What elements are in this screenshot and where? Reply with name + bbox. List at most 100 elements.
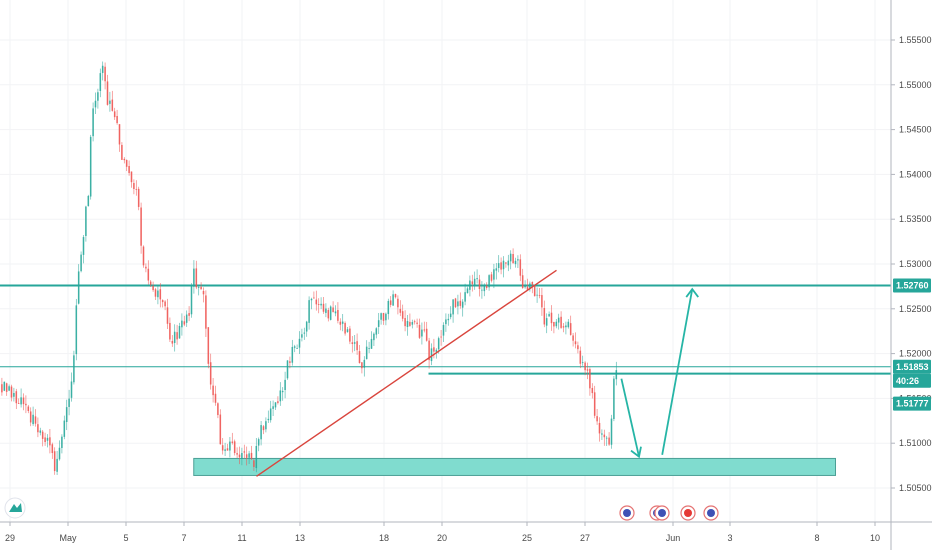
candle-body bbox=[500, 262, 502, 270]
candle-body bbox=[497, 263, 500, 269]
candle-body bbox=[135, 189, 138, 190]
candle-body bbox=[185, 314, 188, 323]
candle-body bbox=[193, 268, 195, 287]
candle-body bbox=[205, 295, 207, 329]
candle-body bbox=[17, 403, 20, 404]
candle-body bbox=[308, 300, 310, 323]
candle-body bbox=[243, 451, 246, 453]
candle-body bbox=[401, 311, 404, 319]
candle-body bbox=[250, 452, 253, 459]
candle-body bbox=[183, 321, 186, 325]
candle-body bbox=[610, 418, 613, 445]
candle-body bbox=[51, 444, 54, 454]
candle-body bbox=[555, 321, 558, 327]
projection-arrow-down[interactable] bbox=[620, 378, 640, 457]
candle-body bbox=[34, 416, 37, 424]
x-tick-label: 18 bbox=[379, 533, 389, 543]
candle-body bbox=[82, 237, 85, 255]
support-zone[interactable] bbox=[193, 457, 836, 476]
candle-body bbox=[363, 359, 366, 368]
candle-body bbox=[125, 159, 128, 167]
candle-body bbox=[377, 320, 380, 327]
x-tick-label: 5 bbox=[123, 533, 128, 543]
candle-body bbox=[596, 416, 598, 422]
candle-body bbox=[531, 282, 534, 285]
candle-body bbox=[173, 331, 176, 343]
candle-body bbox=[269, 408, 272, 421]
candle-body bbox=[157, 290, 159, 298]
candle-body bbox=[221, 445, 224, 451]
candle-body bbox=[421, 329, 423, 337]
candle-body bbox=[68, 398, 70, 407]
candle-body bbox=[152, 286, 154, 291]
candle-body bbox=[87, 195, 90, 207]
candle-body bbox=[373, 333, 375, 341]
candle-body bbox=[75, 305, 78, 355]
trendline[interactable] bbox=[256, 269, 557, 477]
candle-body bbox=[169, 322, 171, 340]
x-tick-label: 7 bbox=[181, 533, 186, 543]
candle-body bbox=[267, 418, 270, 421]
candle-body bbox=[296, 348, 298, 349]
candle-body bbox=[334, 311, 337, 314]
candle-body bbox=[212, 385, 214, 396]
event-markers bbox=[4, 497, 719, 521]
candle-body bbox=[536, 294, 538, 296]
candle-body bbox=[488, 275, 490, 288]
candle-body bbox=[572, 335, 574, 341]
marked-level-badge: 1.51777 bbox=[896, 399, 929, 409]
candle-body bbox=[341, 321, 344, 324]
candle-body bbox=[260, 425, 262, 440]
candle-body bbox=[257, 439, 260, 446]
current-price-badge: 1.51853 bbox=[896, 362, 929, 372]
candle-body bbox=[248, 453, 250, 458]
candle-body bbox=[229, 441, 231, 451]
candle-body bbox=[502, 260, 505, 270]
candle-body bbox=[507, 260, 510, 266]
candle-body bbox=[39, 430, 42, 433]
candle-body bbox=[310, 298, 313, 301]
candle-body bbox=[176, 332, 178, 340]
candle-body bbox=[437, 338, 440, 350]
candle-body bbox=[524, 286, 526, 288]
candle-body bbox=[104, 66, 106, 82]
candle-body bbox=[41, 431, 44, 439]
candle-body bbox=[195, 268, 198, 288]
candle-body bbox=[3, 381, 6, 391]
candle-body bbox=[476, 278, 478, 280]
candle-body bbox=[608, 437, 610, 445]
candle-body bbox=[130, 171, 133, 183]
candle-body bbox=[399, 308, 402, 313]
candle-body bbox=[27, 406, 30, 412]
candle-body bbox=[286, 360, 289, 379]
candle-body bbox=[567, 321, 570, 328]
candle-body bbox=[1, 384, 3, 393]
candle-body bbox=[449, 313, 452, 318]
candle-body bbox=[353, 342, 356, 344]
candle-body bbox=[25, 403, 27, 406]
candle-body bbox=[8, 386, 10, 391]
y-tick-label: 1.51000 bbox=[899, 438, 932, 448]
candle-body bbox=[543, 308, 546, 325]
candle-body bbox=[94, 100, 97, 108]
candle-body bbox=[394, 294, 397, 298]
candle-body bbox=[178, 326, 181, 339]
candle-body bbox=[586, 369, 589, 371]
candle-body bbox=[416, 322, 418, 324]
candle-body bbox=[320, 303, 322, 306]
candle-body bbox=[397, 298, 399, 308]
candle-body bbox=[188, 313, 190, 316]
candle-body bbox=[380, 313, 382, 320]
candle-body bbox=[291, 346, 294, 363]
candle-body bbox=[279, 390, 282, 402]
grid bbox=[0, 0, 891, 522]
candle-body bbox=[58, 447, 61, 460]
candle-body bbox=[313, 297, 315, 299]
candle-body bbox=[233, 441, 236, 454]
x-tick-label: 25 bbox=[522, 533, 532, 543]
candle-body bbox=[574, 341, 577, 345]
candle-body bbox=[603, 434, 606, 438]
projection-arrow-up[interactable] bbox=[661, 288, 694, 456]
